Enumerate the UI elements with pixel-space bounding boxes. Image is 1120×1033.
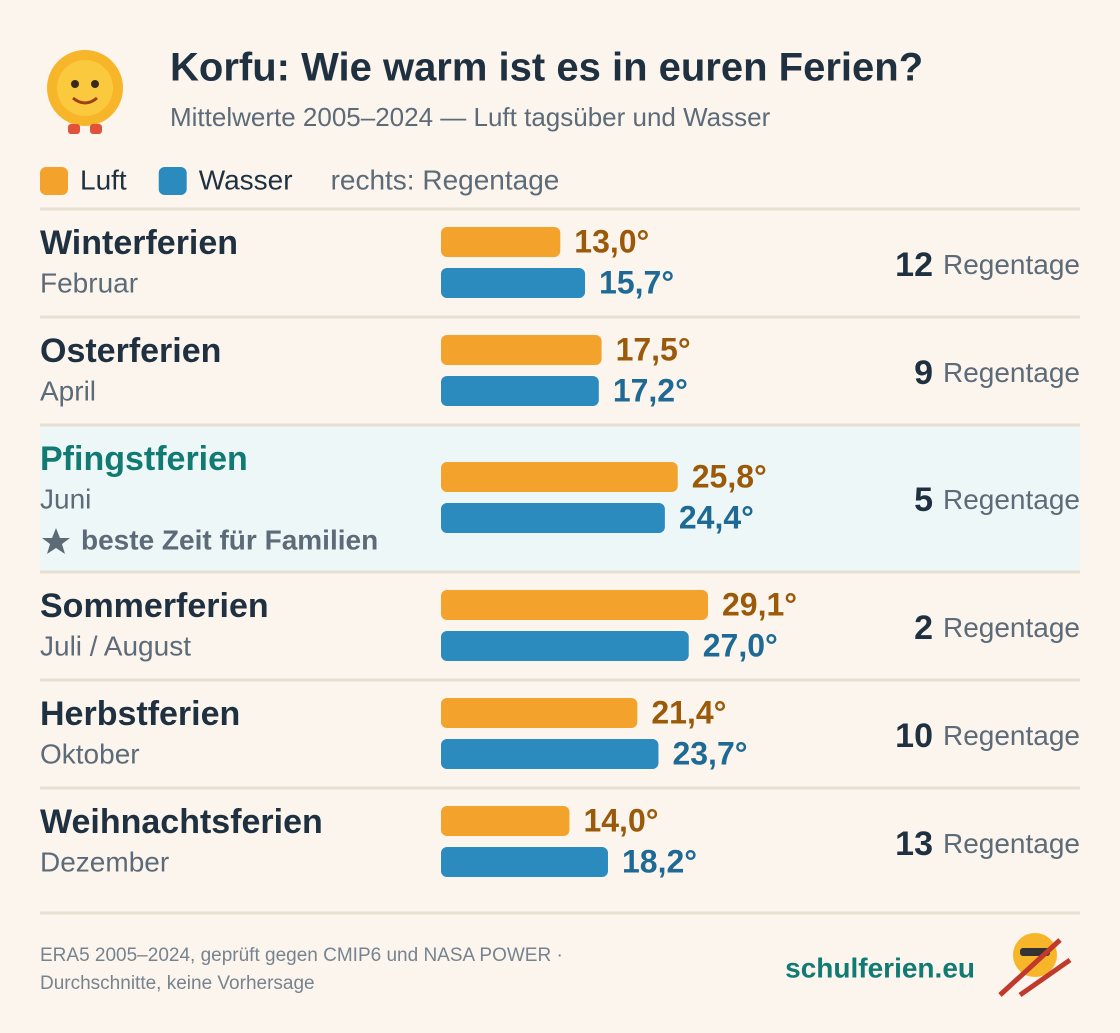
value-label: 17,2° — [613, 372, 688, 408]
bar — [441, 376, 599, 406]
rain-days: 12 — [895, 246, 933, 284]
legend-swatch — [158, 167, 187, 195]
subtitle: Mittelwerte 2005–2024 — Luft tagsüber un… — [170, 102, 771, 132]
rain-label: 5 Regentage — [914, 481, 1080, 519]
rain-unit: Regentage — [943, 720, 1080, 751]
rain-label: 10 Regentage — [895, 717, 1080, 755]
note-label: beste Zeit für Familien — [81, 524, 378, 555]
rain-unit: Regentage — [943, 249, 1080, 280]
category-label: Winterferien — [40, 224, 238, 262]
brand: schulferien.eu — [785, 952, 975, 983]
chart-title: Korfu: Wie warm ist es in euren Ferien? — [170, 46, 923, 90]
legend-swatch — [40, 167, 68, 195]
rain-days: 5 — [914, 481, 933, 519]
month-label: April — [40, 375, 96, 406]
rain-label: 13 Regentage — [895, 825, 1080, 863]
rain-days: 2 — [914, 609, 933, 647]
category-label: Herbstferien — [40, 695, 240, 733]
rain-days: 9 — [914, 354, 933, 392]
value-label: 24,4° — [679, 499, 754, 535]
value-label: 17,5° — [616, 331, 691, 367]
month-label: Oktober — [40, 738, 140, 769]
category-label: Weihnachtsferien — [40, 803, 323, 841]
bar — [441, 227, 561, 257]
rain-unit: Regentage — [943, 484, 1080, 515]
month-label: Dezember — [40, 846, 169, 877]
bar — [441, 739, 659, 769]
bar — [441, 847, 608, 877]
bar — [441, 590, 708, 620]
value-label: 15,7° — [599, 264, 674, 300]
highlight-row — [40, 427, 1080, 571]
value-label: 18,2° — [622, 843, 697, 879]
star-icon — [42, 528, 70, 554]
bar — [441, 806, 570, 836]
rain-days: 10 — [895, 717, 933, 755]
source-note: Durchschnitte, keine Vorhersage — [40, 973, 315, 994]
rain-label: 2 Regentage — [914, 609, 1080, 647]
rain-label: 12 Regentage — [895, 246, 1080, 284]
category-label: Pfingstferien — [40, 440, 248, 478]
rain-label: 9 Regentage — [914, 354, 1080, 392]
category-label: Sommerferien — [40, 587, 269, 625]
rain-unit: Regentage — [943, 357, 1080, 388]
legend-note: rechts: Regentage — [331, 164, 560, 195]
bar — [441, 698, 638, 728]
value-label: 29,1° — [722, 586, 797, 622]
value-label: 21,4° — [651, 694, 726, 730]
legend-label: Wasser — [199, 164, 293, 195]
bar — [441, 503, 665, 533]
legend-label: Luft — [80, 164, 127, 195]
rain-unit: Regentage — [943, 612, 1080, 643]
bar — [441, 335, 602, 365]
value-label: 13,0° — [574, 223, 649, 259]
rain-unit: Regentage — [943, 828, 1080, 859]
sun-icon — [47, 50, 123, 134]
value-label: 14,0° — [583, 802, 658, 838]
bar — [441, 631, 689, 661]
bar — [441, 462, 678, 492]
sun-icon-small — [998, 933, 1072, 998]
month-label: Juli / August — [40, 630, 191, 661]
category-label: Osterferien — [40, 332, 221, 370]
rain-days: 13 — [895, 825, 933, 863]
month-label: Februar — [40, 267, 138, 298]
value-label: 23,7° — [672, 735, 747, 771]
value-label: 25,8° — [692, 458, 767, 494]
month-label: Juni — [40, 483, 91, 514]
value-label: 27,0° — [703, 627, 778, 663]
bar — [441, 268, 586, 298]
source-note: ERA5 2005–2024, geprüft gegen CMIP6 und … — [40, 945, 563, 966]
